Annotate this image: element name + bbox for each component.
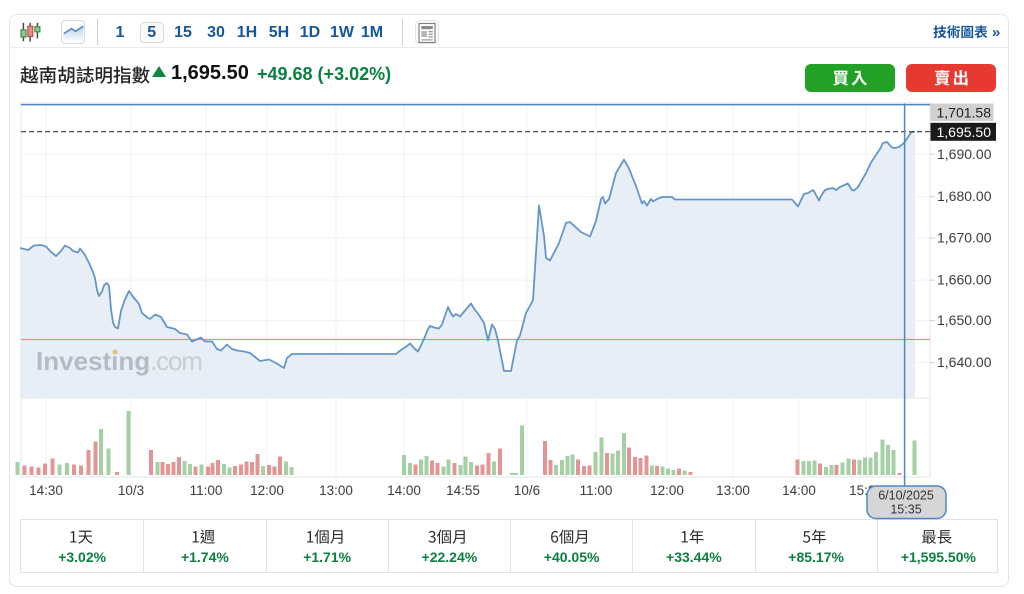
svg-text:14:30: 14:30 bbox=[29, 483, 63, 498]
svg-text:11:00: 11:00 bbox=[580, 483, 613, 498]
svg-text:13:00: 13:00 bbox=[716, 483, 750, 498]
svg-text:14:00: 14:00 bbox=[782, 483, 816, 498]
svg-text:Investıng.com: Investıng.com bbox=[36, 346, 202, 376]
svg-text:15:35: 15:35 bbox=[890, 503, 921, 517]
svg-text:11:00: 11:00 bbox=[190, 483, 223, 498]
svg-text:6/10/2025: 6/10/2025 bbox=[878, 489, 934, 503]
svg-text:1,680.00: 1,680.00 bbox=[937, 188, 992, 204]
svg-text:1,695.50: 1,695.50 bbox=[937, 124, 992, 140]
svg-text:10/6: 10/6 bbox=[514, 483, 540, 498]
svg-text:1,640.00: 1,640.00 bbox=[937, 354, 992, 370]
svg-text:12:00: 12:00 bbox=[650, 483, 684, 498]
svg-text:1,670.00: 1,670.00 bbox=[937, 230, 992, 246]
svg-text:10/3: 10/3 bbox=[118, 483, 144, 498]
svg-text:14:00: 14:00 bbox=[387, 483, 421, 498]
svg-text:13:00: 13:00 bbox=[319, 483, 353, 498]
svg-text:1,701.58: 1,701.58 bbox=[937, 104, 992, 120]
svg-text:12:00: 12:00 bbox=[250, 483, 284, 498]
svg-text:»: » bbox=[992, 24, 1000, 41]
svg-text:14:55: 14:55 bbox=[446, 483, 480, 498]
svg-text:1,650.00: 1,650.00 bbox=[937, 312, 992, 328]
svg-text:1,690.00: 1,690.00 bbox=[937, 146, 992, 162]
svg-text:1,660.00: 1,660.00 bbox=[937, 272, 992, 288]
